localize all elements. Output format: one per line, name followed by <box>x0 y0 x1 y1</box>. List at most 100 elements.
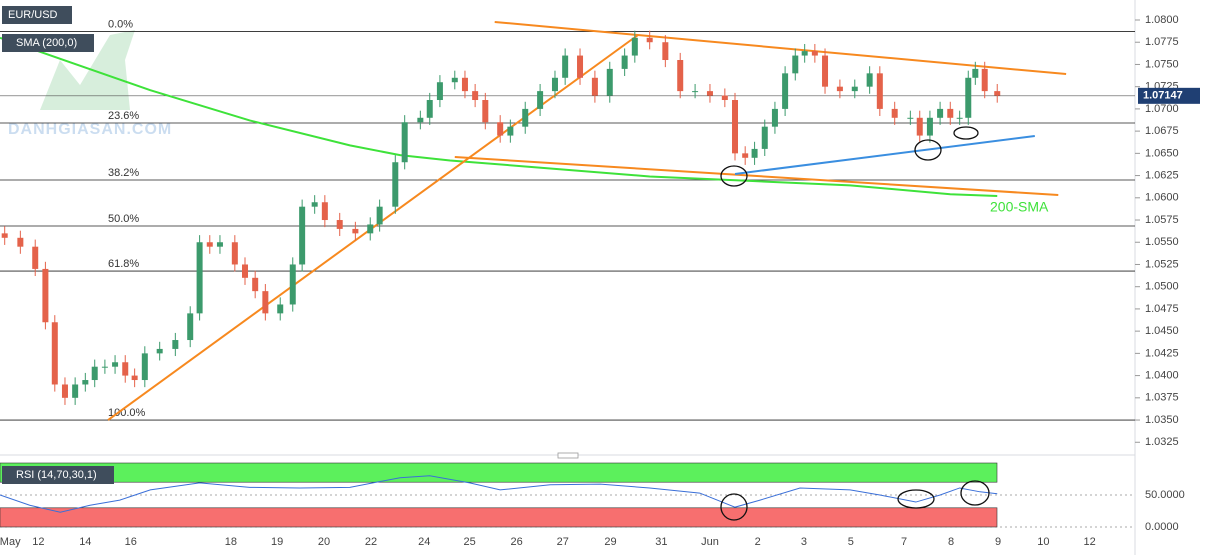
candle-body <box>1 233 8 238</box>
trend-line <box>454 155 1059 197</box>
y-tick-label: 1.0750 <box>1145 58 1179 70</box>
legend-rsi: RSI (14,70,30,1) <box>16 469 97 481</box>
y-tick-label: 50.0000 <box>1145 489 1185 501</box>
panel-handle[interactable] <box>557 452 579 459</box>
candle-body <box>262 291 269 314</box>
candle-body <box>994 91 1001 96</box>
y-tick-label: 1.0800 <box>1145 14 1179 26</box>
y-tick-label: 1.0375 <box>1145 392 1179 404</box>
candle-body <box>336 220 343 229</box>
candle-body <box>721 95 728 101</box>
candle-body <box>367 224 374 234</box>
candle-body <box>551 77 558 92</box>
candle-body <box>242 264 249 278</box>
x-tick-label: 29 <box>604 536 616 548</box>
x-tick-label: 2 <box>755 536 761 548</box>
candle-body <box>101 366 108 368</box>
candle-body <box>836 86 843 92</box>
x-tick-label: 26 <box>510 536 522 548</box>
candle-body <box>72 384 79 398</box>
legend-box[interactable] <box>2 34 94 52</box>
fib-label: 50.0% <box>108 213 139 225</box>
y-tick-label: 1.0650 <box>1145 147 1179 159</box>
y-tick-label: 1.0575 <box>1145 214 1179 226</box>
candle-body <box>417 117 424 123</box>
x-tick-label: 5 <box>848 536 854 548</box>
annotation-circle <box>720 493 748 521</box>
trend-line <box>494 20 1067 76</box>
fib-label: 100.0% <box>108 407 146 419</box>
last-price-box <box>1138 87 1200 104</box>
watermark-logo <box>40 30 135 110</box>
oversold-zone <box>0 507 998 528</box>
candle-body <box>252 277 259 292</box>
legend-box[interactable] <box>2 6 72 24</box>
candle-body <box>206 242 213 247</box>
candle-body <box>507 126 514 136</box>
sma-line <box>0 36 998 198</box>
candle-body <box>981 68 988 92</box>
candle-body <box>692 91 699 93</box>
trend-line <box>734 135 1035 175</box>
candle-body <box>401 122 408 163</box>
candle-body <box>61 384 68 398</box>
y-tick-label: 1.0550 <box>1145 236 1179 248</box>
candle-body <box>216 242 223 247</box>
candle-body <box>677 60 684 92</box>
candle-body <box>112 362 119 367</box>
candle-body <box>761 126 768 149</box>
legend-symbol: EUR/USD <box>8 9 58 21</box>
fib-label: 38.2% <box>108 167 139 179</box>
candle-body <box>17 237 24 247</box>
candle-body <box>876 73 883 109</box>
x-tick-label: 3 <box>801 536 807 548</box>
candle-body <box>947 108 954 118</box>
y-tick-label: 1.0675 <box>1145 125 1179 137</box>
price-plot: 0.0% 23.6% 38.2% 50.0% 61.8% 100.0% 200-SMA <box>0 18 1135 421</box>
candle-body <box>916 117 923 136</box>
candle-body <box>782 73 789 109</box>
candle-body <box>172 340 179 349</box>
x-tick-label: 14 <box>79 536 91 548</box>
x-tick-label: 22 <box>365 536 377 548</box>
candle-body <box>631 37 638 56</box>
x-tick-label: 31 <box>655 536 667 548</box>
fib-label: 23.6% <box>108 110 139 122</box>
candle-body <box>122 362 129 376</box>
candle-body <box>436 82 443 101</box>
x-tick-label: 27 <box>557 536 569 548</box>
y-tick-label: 1.0525 <box>1145 258 1179 270</box>
x-tick-label: 9 <box>995 536 1001 548</box>
candle-body <box>751 148 758 158</box>
candle-body <box>537 91 544 109</box>
candle-body <box>376 206 383 225</box>
sma-label: 200-SMA <box>990 199 1049 215</box>
candle-body <box>299 206 306 265</box>
candle-body <box>156 348 163 354</box>
candle-body <box>392 162 399 207</box>
candle-body <box>742 153 749 158</box>
legend-box[interactable] <box>2 466 114 484</box>
candle-body <box>621 55 628 69</box>
candle-body <box>426 100 433 118</box>
y-tick-label: 1.0625 <box>1145 169 1179 181</box>
candle-body <box>801 51 808 56</box>
overbought-zone <box>0 462 998 483</box>
candle-body <box>472 91 479 101</box>
fib-label: 0.0% <box>108 18 133 30</box>
candle-body <box>82 380 89 385</box>
candle-body <box>822 55 829 87</box>
x-tick-label: 7 <box>901 536 907 548</box>
x-tick-label: 24 <box>418 536 430 548</box>
last-price-label: 1.07147 <box>1143 90 1183 102</box>
y-tick-label: 1.0450 <box>1145 325 1179 337</box>
candle-body <box>937 108 944 118</box>
candle-body <box>352 228 359 234</box>
candle-body <box>811 51 818 56</box>
x-tick-label: 8 <box>948 536 954 548</box>
y-tick-label: 1.0350 <box>1145 414 1179 426</box>
candle-body <box>851 86 858 92</box>
fib-label: 61.8% <box>108 258 139 270</box>
candle-body <box>231 242 238 265</box>
